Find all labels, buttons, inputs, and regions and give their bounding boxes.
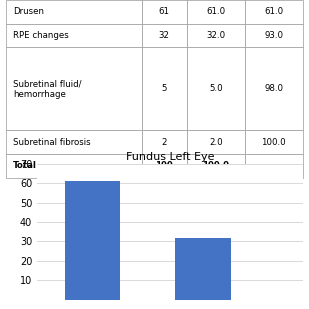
Bar [65, 181, 120, 300]
Bar [176, 238, 231, 300]
Title: Fundus Left Eye: Fundus Left Eye [126, 152, 214, 162]
